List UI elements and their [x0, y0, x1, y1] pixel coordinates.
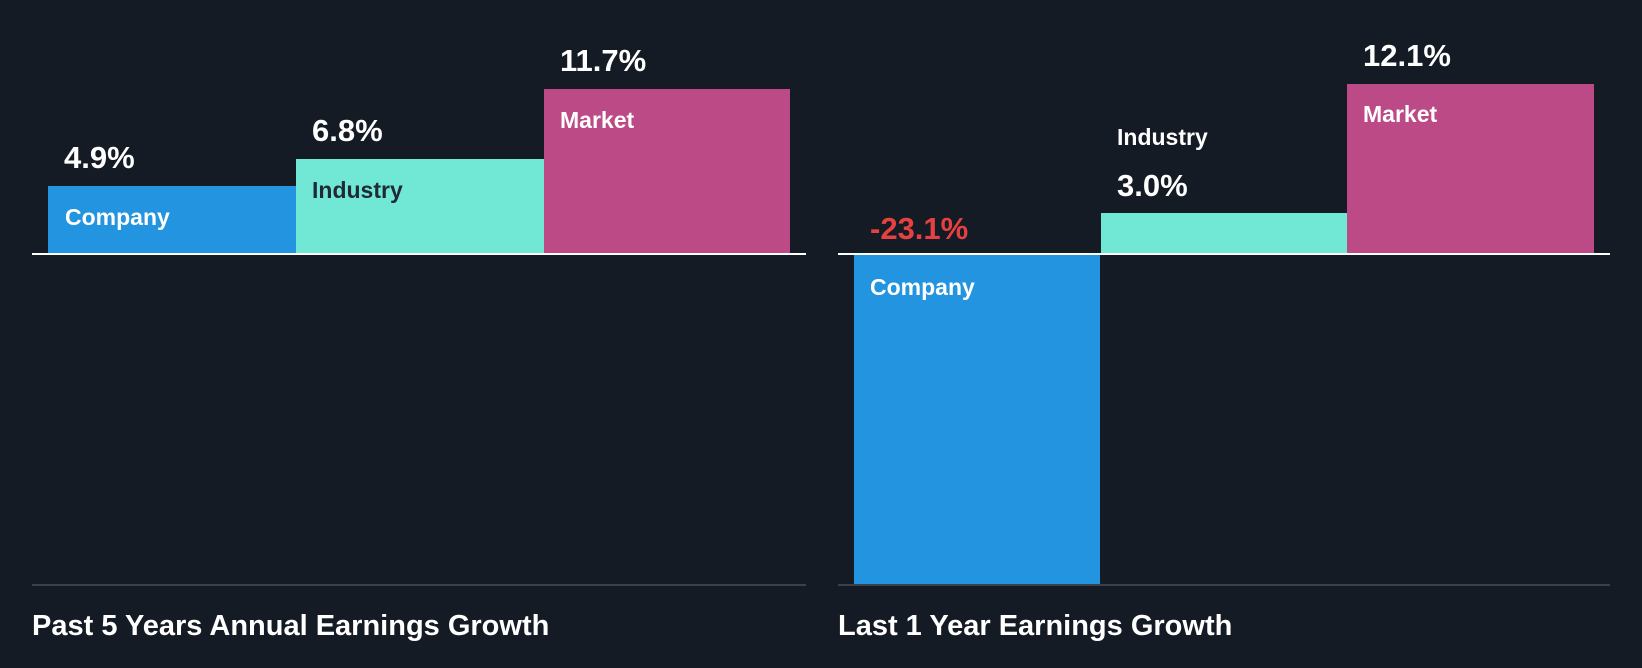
value-market: 12.1% — [1363, 38, 1451, 73]
label-market: Market — [560, 107, 635, 133]
zero-baseline — [838, 253, 1610, 255]
past-5-years-chart: 4.9% 6.8% 11.7% Company Industry Market … — [32, 43, 806, 642]
bar-company — [48, 186, 296, 254]
label-company: Company — [870, 274, 975, 300]
value-industry: 3.0% — [1117, 168, 1188, 203]
bar-industry — [296, 159, 544, 254]
bar-company — [854, 254, 1100, 584]
bar-market — [1347, 84, 1594, 254]
axis-floor — [32, 584, 806, 586]
value-company: -23.1% — [870, 211, 969, 246]
chart-title: Last 1 Year Earnings Growth — [838, 610, 1233, 642]
value-industry: 6.8% — [312, 113, 383, 148]
last-1-year-chart: -23.1% 3.0% 12.1% Company Industry Marke… — [821, 0, 1642, 668]
label-market: Market — [1363, 101, 1438, 127]
zero-baseline — [32, 253, 806, 255]
label-industry: Industry — [1117, 124, 1208, 150]
bar-industry — [1101, 213, 1347, 254]
label-company: Company — [65, 204, 170, 230]
axis-floor — [838, 584, 1610, 586]
value-market: 11.7% — [560, 43, 647, 78]
value-company: 4.9% — [64, 140, 135, 175]
chart-title: Past 5 Years Annual Earnings Growth — [32, 610, 550, 642]
label-industry: Industry — [312, 177, 403, 203]
bar-market — [544, 89, 790, 254]
